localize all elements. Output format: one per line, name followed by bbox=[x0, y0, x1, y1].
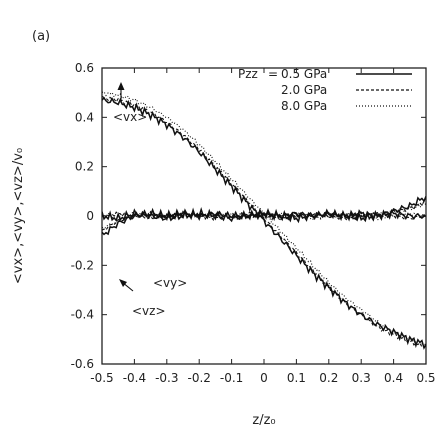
legend-equals: = bbox=[268, 67, 278, 81]
legend-prefix: Pzz bbox=[238, 67, 258, 81]
legend-label-1: 0.5 GPa bbox=[281, 67, 327, 81]
x-axis-label: z/z₀ bbox=[252, 413, 275, 428]
annotation-vx-arrowhead bbox=[117, 82, 125, 90]
x-tick-label: -0.1 bbox=[220, 371, 243, 385]
x-tick-label: 0.2 bbox=[319, 371, 338, 385]
annotation-vy-arrowhead bbox=[119, 279, 127, 287]
x-tick-label: 0 bbox=[260, 371, 268, 385]
y-tick-label: 0.4 bbox=[75, 110, 94, 124]
y-tick-label: -0.4 bbox=[71, 308, 94, 322]
legend-label-3: 8.0 GPa bbox=[281, 99, 327, 113]
x-tick-label: -0.3 bbox=[155, 371, 178, 385]
series-dashed-vz-line bbox=[102, 210, 426, 222]
y-tick-label: 0.2 bbox=[75, 160, 94, 174]
y-tick-label: -0.2 bbox=[71, 258, 94, 272]
y-tick-label: 0.6 bbox=[75, 61, 94, 75]
x-tick-label: -0.5 bbox=[90, 371, 113, 385]
x-tick-label: -0.4 bbox=[123, 371, 146, 385]
x-tick-label: 0.3 bbox=[352, 371, 371, 385]
series-dotted-vz-line bbox=[102, 211, 426, 222]
panel-label: (a) bbox=[32, 29, 50, 44]
series-dashed-vx-line bbox=[102, 95, 426, 348]
series-dotted-vx-line bbox=[102, 91, 426, 346]
series-dotted-vy-line bbox=[102, 202, 426, 229]
x-tick-label: -0.2 bbox=[187, 371, 210, 385]
x-axis-ticks: -0.5 -0.4 -0.3 -0.2 -0.1 0 0.1 0.2 0.3 0.4 0.5 bbox=[90, 68, 436, 385]
annotation-vx: <vx> bbox=[113, 110, 147, 124]
y-tick-label: 0 bbox=[86, 209, 94, 223]
x-tick-label: 0.5 bbox=[416, 371, 435, 385]
legend-label-2: 2.0 GPa bbox=[281, 83, 327, 97]
annotations: <vx> <vy> <vz> bbox=[113, 82, 187, 318]
x-tick-label: 0.4 bbox=[384, 371, 403, 385]
series-layer bbox=[102, 91, 426, 350]
y-tick-label: -0.6 bbox=[71, 357, 94, 371]
annotation-vy: <vy> bbox=[153, 276, 187, 290]
series-dashed-vy-line bbox=[102, 200, 426, 231]
x-tick-label: 0.1 bbox=[287, 371, 306, 385]
y-axis-label: <vx>,<vy>,<vz>/v₀ bbox=[11, 148, 26, 284]
legend: Pzz = 0.5 GPa 2.0 GPa 8.0 GPa bbox=[238, 67, 412, 113]
annotation-vz: <vz> bbox=[132, 304, 166, 318]
